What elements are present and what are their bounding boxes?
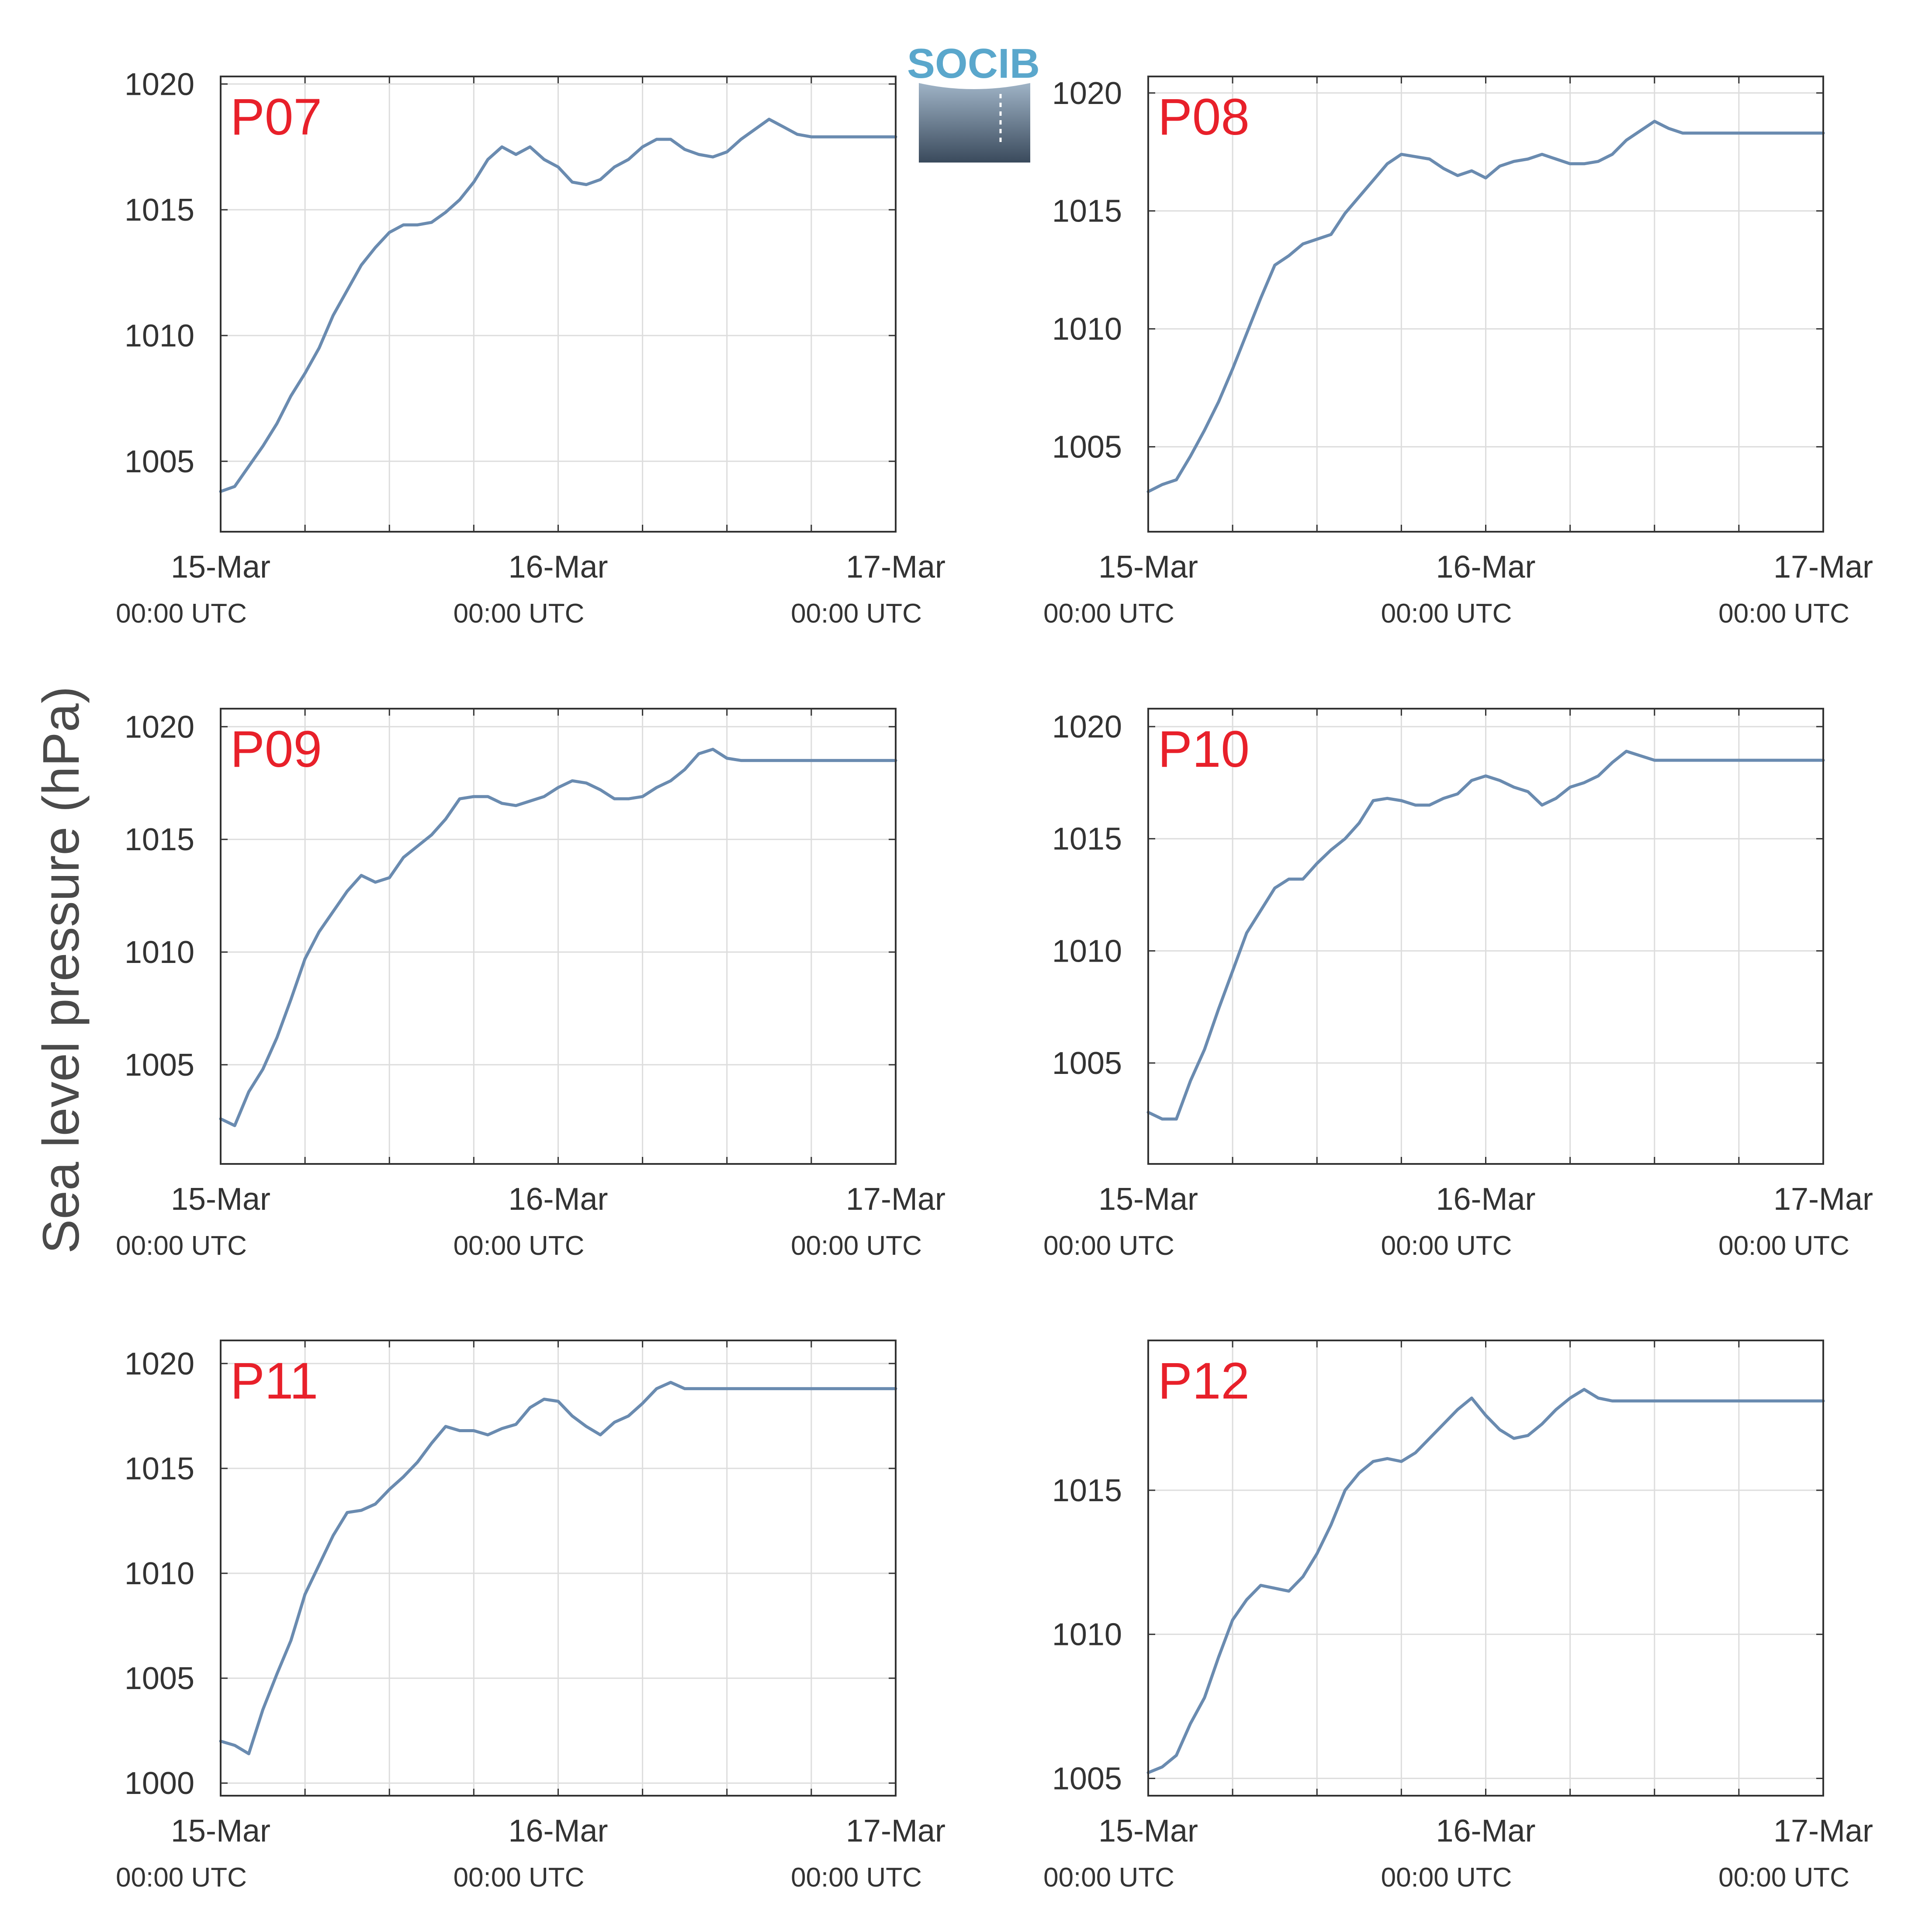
x-tick-date-label: 16-Mar xyxy=(508,550,608,585)
x-tick-date-label: 17-Mar xyxy=(1773,1814,1873,1849)
plot-frame xyxy=(220,76,897,533)
y-tick-label: 1010 xyxy=(1052,934,1122,969)
logo-text: SOCIB xyxy=(907,40,1040,87)
y-tick-label: 1020 xyxy=(1052,76,1122,111)
pressure-series-line xyxy=(1146,750,1825,1121)
x-tick-time-label: 00:00 UTC xyxy=(1381,1863,1512,1893)
x-tick-date-label: 16-Mar xyxy=(1436,1182,1535,1217)
x-tick-time-label: 00:00 UTC xyxy=(1718,599,1849,629)
y-axis-label: Sea level pressure (hPa) xyxy=(32,686,90,1254)
x-tick-date-label: 15-Mar xyxy=(1098,1814,1198,1849)
chart-panel-P12: 1005 1010 1015 15-Mar 00:00 UTC 16-Mar 00:00 U… xyxy=(1043,1340,1873,1893)
x-tick-time-label: 00:00 UTC xyxy=(1043,599,1174,629)
chart-panel-P11: 1000 1005 1010 1015 1020 15-Mar 00:00 UTC 16-Ma… xyxy=(116,1340,945,1893)
panel-label: P10 xyxy=(1158,720,1250,778)
pressure-series-line xyxy=(219,748,897,1127)
panel-label: P07 xyxy=(230,88,322,146)
x-tick-date-label: 17-Mar xyxy=(1773,550,1873,585)
x-tick-date-label: 17-Mar xyxy=(1773,1182,1873,1217)
x-tick-time-label: 00:00 UTC xyxy=(1043,1231,1174,1261)
socib-logo: SOCIB xyxy=(907,40,1040,163)
y-tick-label: 1020 xyxy=(125,710,194,744)
y-tick-label: 1010 xyxy=(125,1556,194,1591)
y-tick-label: 1005 xyxy=(125,444,194,479)
x-tick-date-label: 15-Mar xyxy=(1098,550,1198,585)
x-tick-date-label: 15-Mar xyxy=(171,1814,270,1849)
x-tick-time-label: 00:00 UTC xyxy=(454,599,585,629)
y-tick-label: 1005 xyxy=(125,1048,194,1083)
x-tick-time-label: 00:00 UTC xyxy=(116,599,247,629)
x-tick-date-label: 17-Mar xyxy=(846,550,945,585)
x-tick-time-label: 00:00 UTC xyxy=(454,1231,585,1261)
panel-label: P11 xyxy=(230,1352,318,1410)
y-tick-label: 1020 xyxy=(125,1347,194,1381)
y-tick-label: 1015 xyxy=(1052,822,1122,857)
pressure-series-line xyxy=(219,118,897,493)
plot-frame xyxy=(220,708,897,1165)
y-tick-label: 1015 xyxy=(125,822,194,857)
y-tick-label: 1015 xyxy=(125,193,194,228)
y-tick-label: 1000 xyxy=(125,1766,194,1801)
x-tick-date-label: 16-Mar xyxy=(1436,550,1535,585)
chart-panel-P09: 1005 1010 1015 1020 15-Mar 00:00 UTC 16-Mar 00:… xyxy=(116,708,945,1261)
pressure-series-line xyxy=(1146,1388,1825,1774)
y-tick-label: 1015 xyxy=(1052,194,1122,229)
x-tick-time-label: 00:00 UTC xyxy=(454,1863,585,1893)
x-tick-date-label: 15-Mar xyxy=(171,550,270,585)
y-tick-label: 1005 xyxy=(1052,430,1122,465)
chart-panel-P10: 1005 1010 1015 1020 15-Mar 00:00 UTC 16-Mar 00:… xyxy=(1043,708,1873,1261)
x-tick-date-label: 16-Mar xyxy=(1436,1814,1535,1849)
x-tick-time-label: 00:00 UTC xyxy=(1718,1231,1849,1261)
y-tick-label: 1010 xyxy=(1052,312,1122,347)
panels: 1005 1010 1015 1020 15-Mar 00:00 UTC 16-Mar 00:… xyxy=(116,67,1873,1893)
x-tick-time-label: 00:00 UTC xyxy=(116,1863,247,1893)
x-tick-time-label: 00:00 UTC xyxy=(116,1231,247,1261)
plot-frame xyxy=(1147,1340,1824,1797)
x-tick-date-label: 16-Mar xyxy=(508,1182,608,1217)
y-tick-label: 1005 xyxy=(125,1661,194,1696)
y-tick-label: 1015 xyxy=(125,1451,194,1486)
y-tick-label: 1005 xyxy=(1052,1761,1122,1796)
x-tick-time-label: 00:00 UTC xyxy=(1381,599,1512,629)
x-tick-time-label: 00:00 UTC xyxy=(1043,1863,1174,1893)
y-tick-label: 1010 xyxy=(125,935,194,970)
chart-panel-P08: 1005 1010 1015 1020 15-Mar 00:00 UTC 16-Mar 00:… xyxy=(1043,76,1873,629)
plot-frame xyxy=(220,1340,897,1797)
chart-panel-P07: 1005 1010 1015 1020 15-Mar 00:00 UTC 16-Mar 00:… xyxy=(116,67,945,629)
x-tick-date-label: 15-Mar xyxy=(1098,1182,1198,1217)
x-tick-time-label: 00:00 UTC xyxy=(1381,1231,1512,1261)
y-tick-label: 1020 xyxy=(1052,710,1122,744)
y-tick-label: 1005 xyxy=(1052,1046,1122,1081)
panel-label: P08 xyxy=(1158,88,1250,146)
x-tick-time-label: 00:00 UTC xyxy=(791,1863,922,1893)
x-tick-time-label: 00:00 UTC xyxy=(791,1231,922,1261)
pressure-series-line xyxy=(219,1381,897,1755)
x-tick-date-label: 17-Mar xyxy=(846,1814,945,1849)
y-tick-label: 1010 xyxy=(1052,1617,1122,1652)
logo-wave-icon xyxy=(919,83,1030,163)
x-tick-time-label: 00:00 UTC xyxy=(1718,1863,1849,1893)
x-tick-time-label: 00:00 UTC xyxy=(791,599,922,629)
panel-label: P09 xyxy=(230,720,322,778)
y-tick-label: 1010 xyxy=(125,319,194,353)
x-tick-date-label: 15-Mar xyxy=(171,1182,270,1217)
x-tick-date-label: 17-Mar xyxy=(846,1182,945,1217)
plot-frame xyxy=(1147,76,1824,533)
pressure-series-line xyxy=(1146,120,1825,493)
x-tick-date-label: 16-Mar xyxy=(508,1814,608,1849)
y-tick-label: 1015 xyxy=(1052,1473,1122,1508)
y-tick-label: 1020 xyxy=(125,67,194,102)
panel-label: P12 xyxy=(1158,1352,1250,1410)
plot-frame xyxy=(1147,708,1824,1165)
